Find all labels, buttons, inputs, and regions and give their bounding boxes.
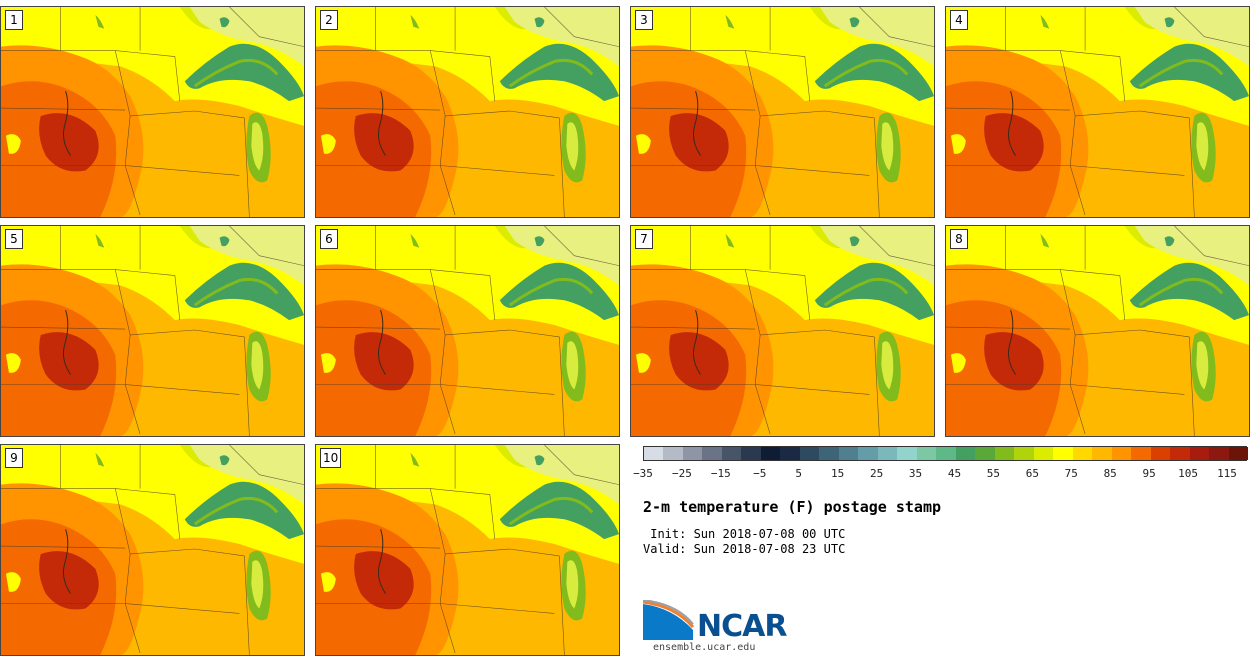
map-title: 2-m temperature (F) postage stamp (643, 498, 942, 516)
init-time: Init: Sun 2018-07-08 00 UTC (643, 527, 846, 541)
colorbar-segment (1053, 447, 1074, 460)
colorbar-segment (897, 447, 918, 460)
colorbar-segment (1150, 447, 1171, 460)
colorbar-tick-label: 65 (1025, 467, 1039, 480)
ensemble-member-map-2: 2 (315, 6, 620, 218)
ensemble-member-map-1: 1 (0, 6, 305, 218)
colorbar-segment (819, 447, 840, 460)
colorbar-segment (760, 447, 781, 460)
colorbar-segment (1228, 447, 1249, 460)
colorbar-segment (994, 447, 1015, 460)
ncar-logo-text: NCAR (697, 609, 787, 644)
colorbar-segment (916, 447, 937, 460)
member-number-label: 3 (635, 10, 653, 30)
colorbar-tick-label: −5 (753, 467, 767, 480)
colorbar-tick-label: 35 (908, 467, 923, 480)
site-url: ensemble.ucar.edu (653, 642, 756, 653)
colorbar-segment (1033, 447, 1054, 460)
colorbar-tick-label: −15 (710, 467, 731, 480)
ensemble-member-map-9: 9 (0, 444, 305, 656)
colorbar-segment (1111, 447, 1132, 460)
colorbar-segment (1189, 447, 1210, 460)
member-number-label: 10 (320, 448, 342, 468)
ensemble-member-map-6: 6 (315, 225, 620, 437)
colorbar-segment (1170, 447, 1191, 460)
member-number-label: 8 (950, 229, 968, 249)
colorbar-segment (682, 447, 703, 460)
colorbar-segment (1131, 447, 1152, 460)
member-number-label: 9 (5, 448, 23, 468)
ensemble-member-map-8: 8 (945, 225, 1250, 437)
colorbar-tick-label: 75 (1064, 467, 1078, 480)
colorbar-tick-label: 85 (1103, 467, 1117, 480)
ensemble-member-map-7: 7 (630, 225, 935, 437)
colorbar-segment (1092, 447, 1113, 460)
colorbar-tick-label: 45 (947, 467, 962, 480)
temperature-colorbar (643, 446, 1249, 461)
colorbar-segment (955, 447, 976, 460)
ensemble-member-map-5: 5 (0, 225, 305, 437)
colorbar-tick-label: −35 (633, 467, 653, 480)
colorbar-tick-label: 15 (831, 467, 845, 480)
colorbar-segment (1014, 447, 1035, 460)
ncar-logo-icon (643, 600, 695, 640)
colorbar-tick-label: 105 (1178, 467, 1198, 480)
colorbar-segment (741, 447, 762, 460)
colorbar-segment (1209, 447, 1229, 460)
colorbar-tick-label: 25 (869, 467, 884, 480)
colorbar-tick-label: −25 (671, 467, 692, 480)
colorbar-tick-label: 95 (1142, 467, 1156, 480)
colorbar-segment (721, 447, 742, 460)
member-number-label: 5 (5, 229, 23, 249)
ensemble-member-map-10: 10 (315, 444, 620, 656)
member-number-label: 6 (320, 229, 338, 249)
ensemble-member-map-4: 4 (945, 6, 1250, 218)
colorbar-segment (1072, 447, 1093, 460)
colorbar-segment (877, 447, 898, 460)
colorbar-tick-label: 5 (795, 467, 803, 480)
colorbar-tick-label: 55 (986, 467, 1001, 480)
member-number-label: 1 (5, 10, 23, 30)
colorbar-segment (780, 447, 801, 460)
colorbar-tick-label: 115 (1217, 467, 1237, 480)
colorbar-segment (702, 447, 723, 460)
valid-time: Valid: Sun 2018-07-08 23 UTC (643, 542, 846, 556)
colorbar-segment (644, 447, 664, 460)
member-number-label: 2 (320, 10, 338, 30)
ensemble-member-map-3: 3 (630, 6, 935, 218)
colorbar-segment (936, 447, 957, 460)
colorbar-segment (975, 447, 996, 460)
member-number-label: 4 (950, 10, 968, 30)
colorbar-segment (838, 447, 859, 460)
colorbar-segment (858, 447, 879, 460)
colorbar-segment (799, 447, 820, 460)
colorbar-segment (663, 447, 684, 460)
member-number-label: 7 (635, 229, 653, 249)
